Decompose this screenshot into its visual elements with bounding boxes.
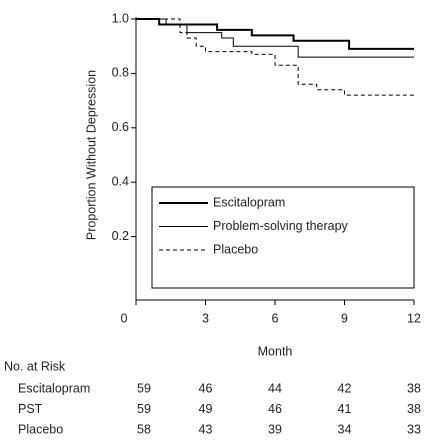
risk-row-label: Escitalopram xyxy=(18,381,90,395)
legend-label: Placebo xyxy=(213,242,258,256)
x-tick-label: 6 xyxy=(272,311,279,325)
x-tick-label: 9 xyxy=(341,311,348,325)
survival-curve xyxy=(136,18,414,50)
risk-value: 46 xyxy=(268,402,282,416)
risk-value: 39 xyxy=(268,422,282,436)
y-tick-label: 1.0 xyxy=(112,11,129,25)
risk-value: 59 xyxy=(137,402,151,416)
risk-value: 34 xyxy=(338,422,352,436)
risk-value: 38 xyxy=(407,381,421,395)
risk-row-label: PST xyxy=(18,402,43,416)
risk-value: 33 xyxy=(407,422,421,436)
risk-value: 41 xyxy=(338,402,352,416)
risk-value: 49 xyxy=(199,402,213,416)
risk-value: 46 xyxy=(199,381,213,395)
risk-row-label: Placebo xyxy=(18,422,63,436)
risk-value: 58 xyxy=(137,422,151,436)
risk-value: 59 xyxy=(137,381,151,395)
survival-curve xyxy=(136,18,414,58)
risk-value: 44 xyxy=(268,381,282,395)
risk-value: 42 xyxy=(338,381,352,395)
y-tick-label: 0.8 xyxy=(112,66,129,80)
risk-table-title: No. at Risk xyxy=(4,359,66,373)
legend-label: Escitalopram xyxy=(213,195,285,209)
legend-label: Problem-solving therapy xyxy=(213,219,349,233)
y-tick-label: 0.4 xyxy=(112,174,129,188)
risk-value: 43 xyxy=(199,422,213,436)
x-tick-label: 0 xyxy=(121,311,128,325)
y-tick-label: 0.6 xyxy=(112,120,129,134)
x-tick-label: 12 xyxy=(407,311,421,325)
risk-value: 38 xyxy=(407,402,421,416)
x-tick-label: 3 xyxy=(202,311,209,325)
survival-curve xyxy=(136,18,414,96)
x-axis-label: Month xyxy=(258,344,293,358)
y-axis-label: Proportion Without Depression xyxy=(84,70,98,240)
y-tick-label: 0.2 xyxy=(112,229,129,243)
